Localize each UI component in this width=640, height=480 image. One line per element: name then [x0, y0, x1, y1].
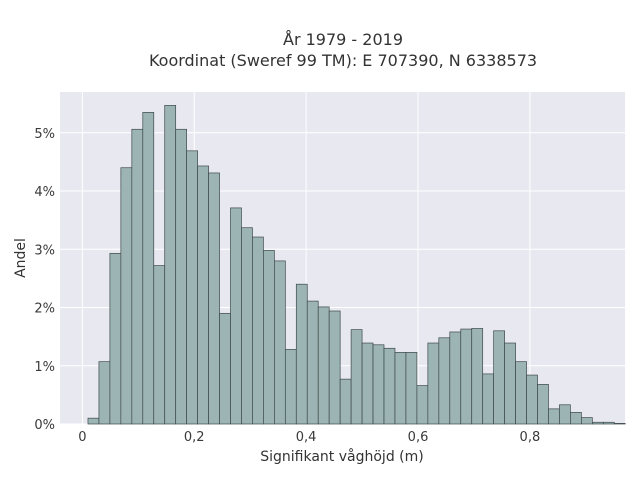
y-tick-label: 5%	[34, 127, 55, 142]
histogram-bar	[449, 331, 462, 425]
histogram-bar	[471, 328, 484, 425]
y-tick-label: 1%	[34, 360, 55, 375]
histogram-bar	[131, 128, 144, 425]
histogram-bar	[613, 423, 626, 425]
x-tick-label: 0,2	[184, 430, 205, 445]
histogram-bar	[460, 328, 473, 425]
histogram-bar	[328, 310, 341, 425]
histogram-bar	[350, 329, 363, 425]
histogram-bar	[361, 342, 374, 425]
histogram-bar	[548, 408, 560, 425]
histogram-bar	[295, 283, 308, 425]
chart-title: År 1979 - 2019	[283, 30, 403, 49]
x-tick-label: 0	[78, 430, 86, 445]
histogram-bar	[526, 374, 538, 425]
histogram-bar	[570, 412, 582, 425]
x-axis-ticks: 0 0,2 0,4 0,6 0,8	[78, 430, 540, 445]
histogram-bar	[591, 421, 604, 425]
histogram-bar	[493, 330, 505, 425]
histogram-bar	[383, 347, 396, 425]
histogram-bar	[416, 385, 429, 425]
y-tick-label: 0%	[34, 418, 55, 433]
histogram-bar	[339, 378, 352, 425]
histogram-bar	[263, 250, 275, 425]
histogram-bar	[438, 337, 451, 425]
x-tick-label: 0,6	[408, 430, 429, 445]
histogram-bar	[109, 252, 122, 425]
histogram-bar	[317, 306, 330, 425]
y-axis-ticks: 0% 1% 2% 3% 4% 5%	[34, 127, 55, 433]
x-axis-label: Signifikant våghöjd (m)	[260, 448, 423, 465]
histogram-bar	[372, 344, 385, 425]
histogram-bar	[219, 312, 231, 425]
y-axis-label: Andel	[13, 238, 29, 278]
histogram-bar	[504, 342, 516, 425]
histogram-bar	[394, 352, 407, 425]
histogram-bar	[427, 342, 440, 425]
histogram-bar	[153, 265, 166, 425]
y-tick-label: 4%	[34, 185, 55, 200]
y-tick-label: 3%	[34, 243, 55, 258]
x-tick-label: 0,8	[520, 430, 541, 445]
histogram-bar	[120, 167, 133, 425]
histogram-bar	[241, 227, 253, 425]
histogram-bar	[230, 207, 242, 425]
histogram-bar	[175, 128, 187, 425]
histogram-bar	[197, 165, 209, 425]
histogram-bar	[98, 361, 111, 425]
histogram-bar	[537, 384, 549, 425]
histogram-bar	[284, 349, 297, 425]
histogram-bar	[164, 105, 177, 425]
histogram-bar	[306, 300, 319, 425]
chart-subtitle: Koordinat (Sweref 99 TM): E 707390, N 63…	[149, 51, 537, 70]
histogram-bar	[559, 404, 571, 425]
y-tick-label: 2%	[34, 302, 55, 317]
histogram-bar	[581, 417, 593, 425]
histogram-bar	[405, 352, 418, 425]
histogram-bar	[142, 112, 155, 425]
histogram-bar	[602, 421, 615, 425]
histogram-bar	[515, 361, 527, 425]
histogram-bar	[482, 373, 495, 425]
histogram-bar	[274, 260, 286, 425]
x-tick-label: 0,4	[296, 430, 317, 445]
histogram-bar	[186, 150, 198, 425]
histogram-bars	[87, 105, 626, 425]
histogram-bar	[208, 172, 220, 425]
histogram-bar	[252, 236, 264, 425]
histogram-bar	[87, 417, 100, 425]
